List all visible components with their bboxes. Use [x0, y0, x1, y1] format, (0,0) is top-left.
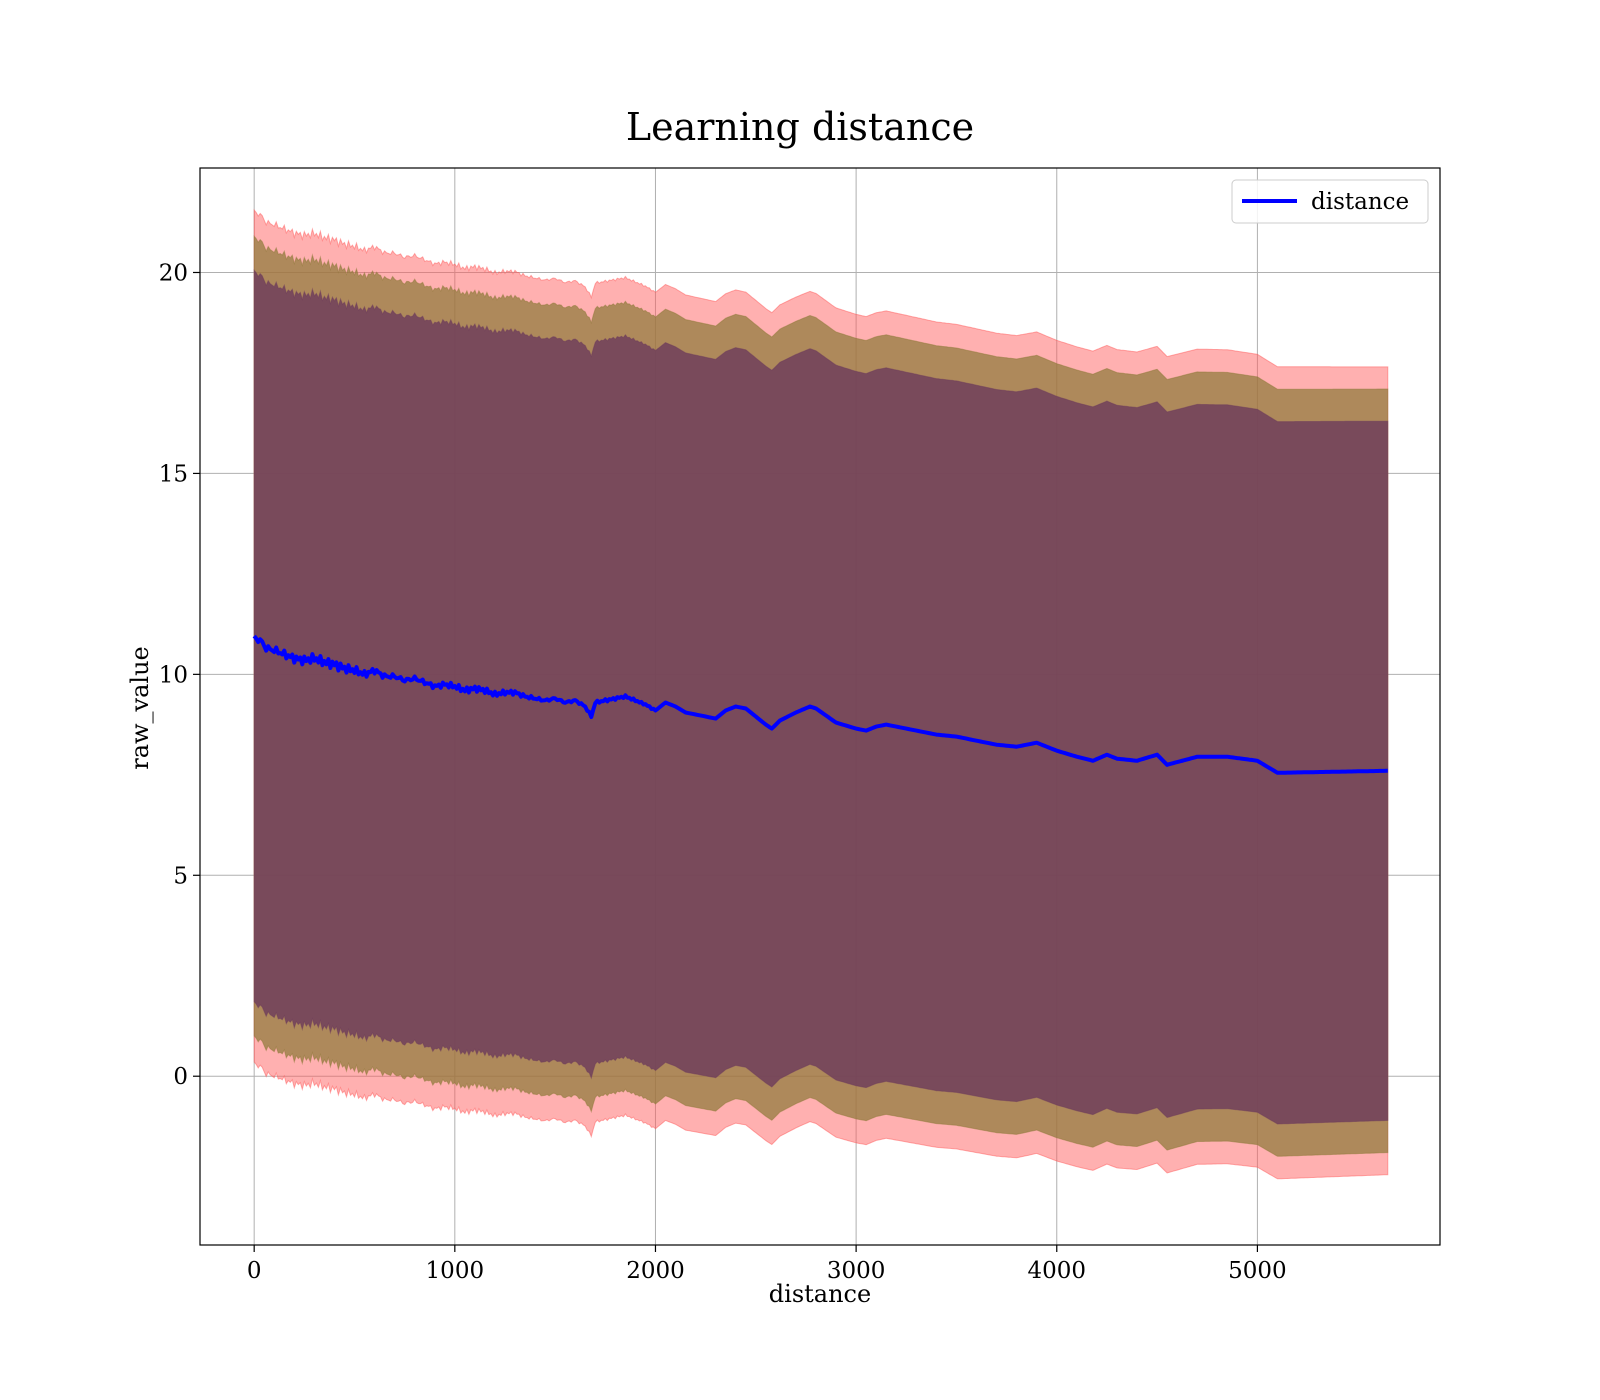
series-lines — [252, 634, 1388, 775]
x-tick-label: 5000 — [1228, 1258, 1287, 1284]
plot-frame — [199, 167, 1441, 1246]
y-tick-label: 15 — [159, 461, 188, 487]
x-tick-label: 2000 — [626, 1258, 685, 1284]
x-tick-label: 3000 — [827, 1258, 886, 1284]
y-tick-label: 0 — [173, 1064, 188, 1090]
confidence-bands — [253, 208, 1389, 1180]
legend-label: distance — [1311, 189, 1409, 215]
x-tick-label: 4000 — [1027, 1258, 1086, 1284]
x-tick-label: 0 — [247, 1258, 262, 1284]
legend-box — [1231, 179, 1429, 224]
y-tick-label: 20 — [159, 260, 188, 286]
axis-ticks: 0 1000 2000 3000 4000 5000 0 5 10 15 20 — [159, 260, 1287, 1284]
chart-title: Learning distance — [626, 105, 974, 149]
x-tick-label: 1000 — [426, 1258, 485, 1284]
y-tick-label: 5 — [173, 863, 188, 889]
y-axis-label: raw_value — [126, 646, 154, 770]
x-axis-label: distance — [769, 1280, 871, 1308]
band-inner — [253, 268, 1389, 1125]
legend: distance — [1231, 179, 1429, 224]
y-tick-label: 10 — [159, 662, 188, 688]
series-line-distance — [252, 634, 1388, 775]
